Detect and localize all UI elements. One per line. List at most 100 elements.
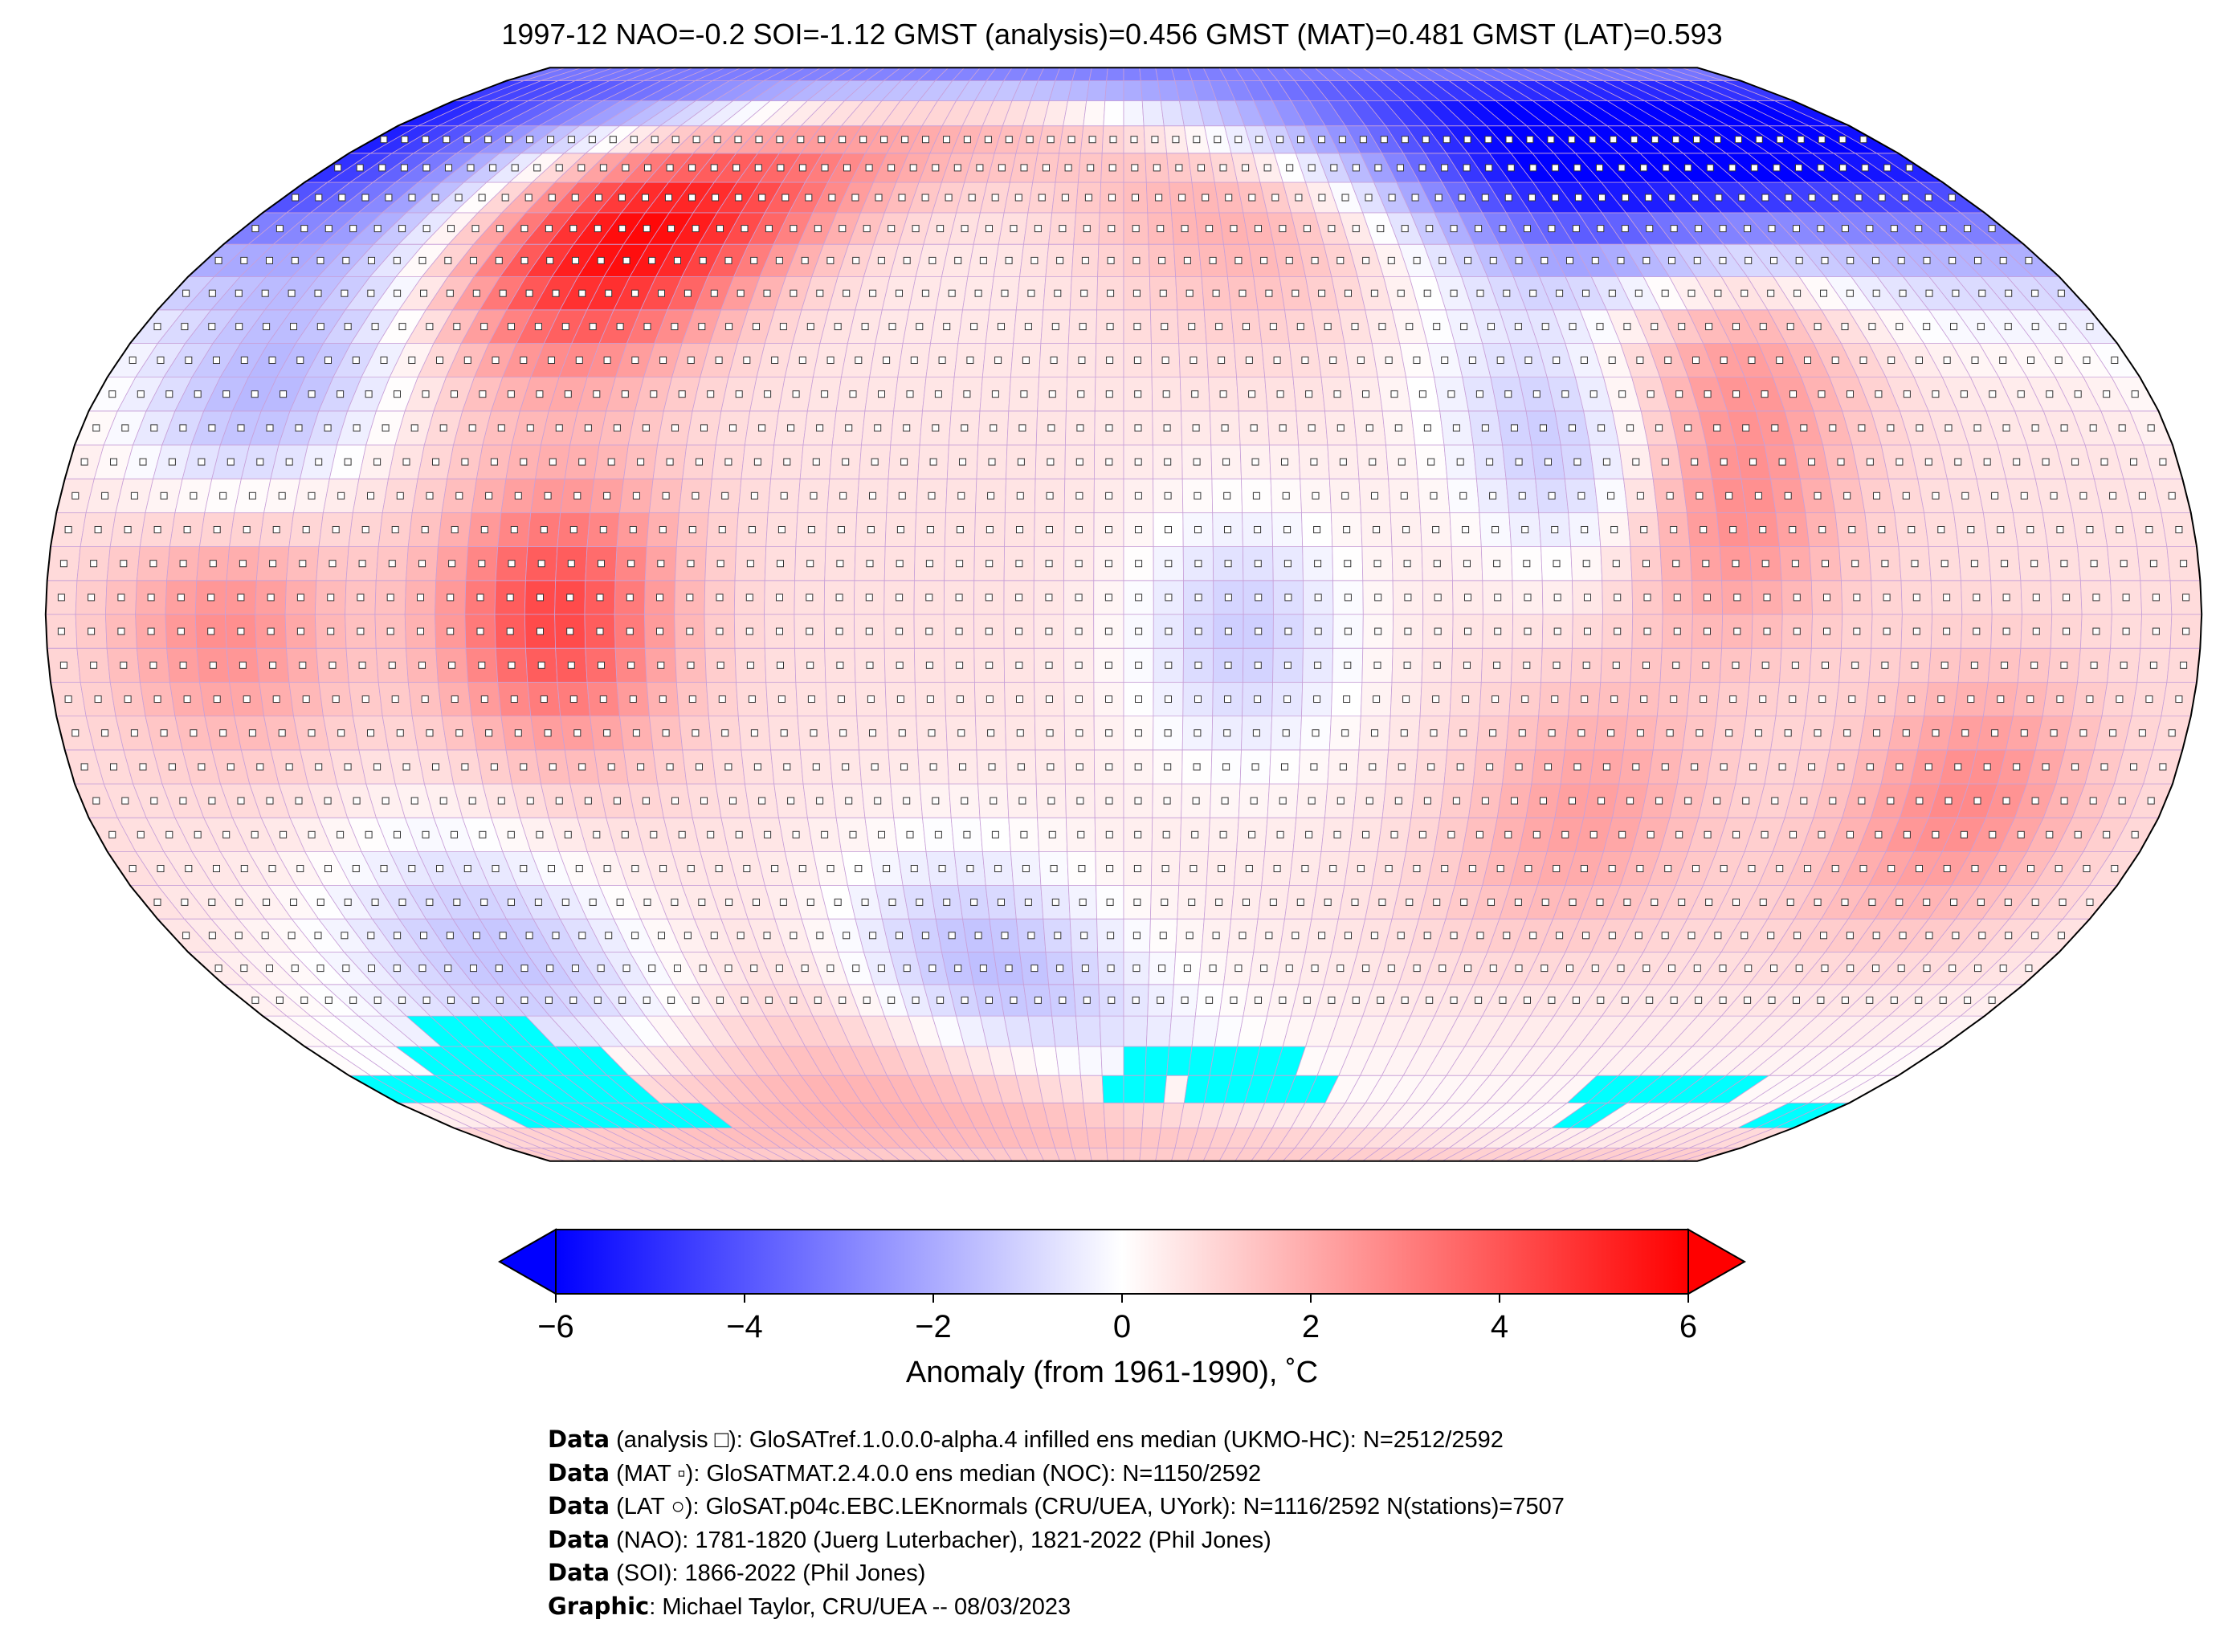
analysis-marker <box>1943 357 1951 364</box>
analysis-marker <box>903 797 911 805</box>
analysis-marker <box>280 390 288 398</box>
analysis-marker <box>1251 458 1259 466</box>
analysis-marker <box>1944 797 1953 805</box>
analysis-marker <box>1566 965 1573 973</box>
analysis-marker <box>1285 965 1293 973</box>
analysis-marker <box>130 729 138 737</box>
analysis-marker <box>431 194 439 202</box>
analysis-marker <box>1135 661 1143 669</box>
analysis-marker <box>1789 695 1797 703</box>
analysis-marker <box>598 560 605 568</box>
analysis-marker <box>1083 225 1091 233</box>
analysis-marker <box>776 627 783 635</box>
analysis-marker <box>578 763 586 771</box>
analysis-marker <box>686 593 694 602</box>
analysis-marker <box>1493 560 1501 568</box>
analysis-marker <box>263 323 271 331</box>
analysis-marker <box>926 695 934 703</box>
analysis-marker <box>2031 289 2039 297</box>
analysis-marker <box>552 289 560 297</box>
analysis-marker <box>402 763 410 771</box>
analysis-marker <box>1024 323 1032 331</box>
analysis-marker <box>1761 661 1769 669</box>
analysis-marker <box>1279 996 1287 1004</box>
analysis-marker <box>421 526 429 533</box>
analysis-marker <box>300 996 308 1004</box>
grid-cell <box>1123 1075 1146 1103</box>
analysis-marker <box>1255 627 1263 635</box>
analysis-marker <box>1254 526 1262 533</box>
analysis-marker <box>1839 164 1847 172</box>
analysis-marker <box>157 865 165 872</box>
analysis-marker <box>998 898 1005 906</box>
analysis-marker <box>1504 194 1512 202</box>
analysis-marker <box>710 164 718 172</box>
analysis-marker <box>1551 695 1559 703</box>
analysis-marker <box>1030 256 1039 264</box>
analysis-marker <box>650 830 658 838</box>
analysis-marker <box>2138 492 2146 500</box>
analysis-marker <box>2032 627 2040 635</box>
analysis-marker <box>603 357 611 364</box>
analysis-marker <box>1485 164 1493 172</box>
analysis-marker <box>2103 390 2111 398</box>
analysis-marker <box>2090 661 2098 669</box>
analysis-marker <box>1015 627 1023 635</box>
analysis-marker <box>1476 289 1484 297</box>
analysis-marker <box>814 225 822 233</box>
analysis-marker <box>678 390 686 398</box>
analysis-marker <box>1026 136 1034 144</box>
analysis-marker <box>190 729 198 737</box>
analysis-marker <box>2147 424 2155 432</box>
analysis-marker <box>1545 458 1552 466</box>
analysis-marker <box>896 627 904 635</box>
analysis-marker <box>337 729 345 737</box>
analysis-marker <box>643 225 651 233</box>
analysis-marker <box>248 492 256 500</box>
analysis-marker <box>985 661 994 669</box>
analysis-marker <box>447 593 455 602</box>
analysis-marker <box>520 965 528 973</box>
analysis-marker <box>1046 492 1054 500</box>
analysis-marker <box>1345 289 1352 297</box>
grid-cell <box>1123 1128 1143 1148</box>
analysis-marker <box>316 256 324 264</box>
analysis-marker <box>2025 965 2033 973</box>
analysis-marker <box>1695 996 1703 1004</box>
analysis-marker <box>1793 932 1802 940</box>
analysis-marker <box>629 695 637 703</box>
analysis-marker <box>1401 225 1409 233</box>
analysis-marker <box>1973 593 1981 602</box>
analysis-marker <box>207 627 215 635</box>
analysis-marker <box>1251 763 1259 771</box>
analysis-marker <box>1339 458 1347 466</box>
analysis-marker <box>537 661 545 669</box>
analysis-marker <box>1692 865 1700 872</box>
analysis-marker <box>1105 695 1112 703</box>
analysis-marker <box>966 357 974 364</box>
analysis-marker <box>1464 593 1471 602</box>
analysis-marker <box>613 424 621 432</box>
analysis-marker <box>520 357 528 364</box>
analysis-marker <box>878 830 885 838</box>
analysis-marker <box>1912 627 1920 635</box>
analysis-marker <box>472 932 480 940</box>
analysis-marker <box>916 323 924 331</box>
analysis-marker <box>552 932 560 940</box>
analysis-marker <box>208 932 216 940</box>
analysis-marker <box>1581 695 1589 703</box>
analysis-marker <box>285 458 293 466</box>
analysis-marker <box>386 627 394 635</box>
analysis-marker <box>117 627 125 635</box>
analysis-marker <box>1362 965 1370 973</box>
analysis-marker <box>987 729 995 737</box>
analysis-marker <box>2004 323 2012 331</box>
analysis-marker <box>869 729 876 737</box>
analysis-marker <box>1215 898 1223 906</box>
analysis-marker <box>129 865 137 872</box>
analysis-marker <box>183 695 191 703</box>
analysis-marker <box>834 898 842 906</box>
analysis-marker <box>327 627 335 635</box>
analysis-marker <box>1338 136 1346 144</box>
analysis-marker <box>687 560 695 568</box>
